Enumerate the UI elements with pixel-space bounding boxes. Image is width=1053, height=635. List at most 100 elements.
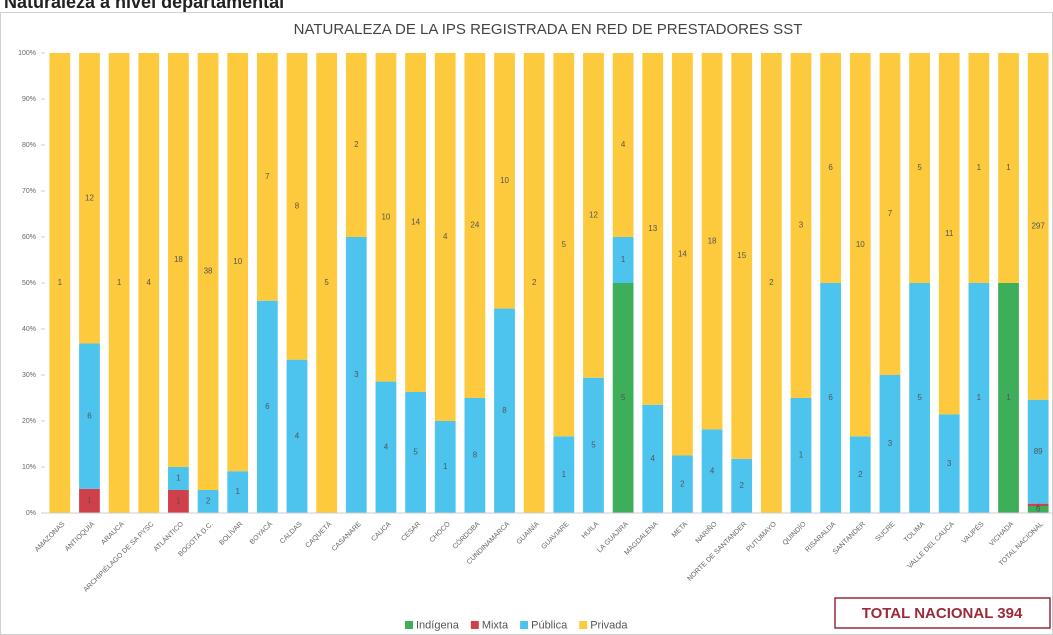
data-label: 6 bbox=[828, 393, 833, 402]
data-label: 1 bbox=[977, 393, 982, 402]
y-tick-label: 70% bbox=[22, 188, 36, 195]
bar-segment bbox=[405, 391, 426, 513]
data-label: 18 bbox=[708, 236, 717, 245]
bar-segment bbox=[1027, 53, 1049, 400]
data-label: 2 bbox=[354, 140, 359, 149]
data-label: 38 bbox=[204, 267, 213, 276]
bar-segment bbox=[108, 53, 130, 513]
data-label: 5 bbox=[413, 448, 418, 457]
data-label: 1 bbox=[235, 487, 240, 496]
data-label: 24 bbox=[470, 221, 479, 230]
bar-segment bbox=[1027, 399, 1049, 504]
bar-segment bbox=[731, 458, 753, 513]
bar-segment bbox=[701, 429, 723, 513]
y-tick-label: 90% bbox=[22, 96, 36, 103]
data-label: 4 bbox=[443, 232, 448, 241]
data-label: 3 bbox=[354, 370, 359, 379]
data-label: 1 bbox=[562, 470, 567, 479]
data-label: 1 bbox=[87, 496, 92, 505]
data-label: 6 bbox=[1036, 505, 1041, 514]
legend-swatch bbox=[405, 621, 413, 629]
bar-segment bbox=[168, 53, 189, 467]
data-label: 3 bbox=[947, 459, 952, 468]
data-label: 3 bbox=[799, 221, 804, 230]
data-label: 297 bbox=[1031, 221, 1045, 230]
data-label: 4 bbox=[147, 278, 152, 287]
data-label: 5 bbox=[917, 393, 922, 402]
bar-segment bbox=[672, 53, 693, 456]
data-label: 5 bbox=[917, 163, 922, 172]
data-label: 12 bbox=[589, 210, 598, 219]
data-label: 1 bbox=[176, 497, 181, 506]
bar-segment bbox=[909, 283, 930, 513]
data-label: 4 bbox=[710, 466, 715, 475]
data-label: 14 bbox=[411, 218, 420, 227]
data-label: 1 bbox=[1006, 163, 1011, 172]
data-label: 10 bbox=[381, 212, 390, 221]
bar-segment bbox=[405, 53, 426, 392]
bar-segment bbox=[731, 53, 753, 459]
bar-segment bbox=[583, 377, 604, 513]
data-label: 14 bbox=[678, 249, 687, 258]
data-label: 5 bbox=[324, 278, 329, 287]
bar-segment bbox=[583, 53, 604, 378]
bar-segment bbox=[938, 53, 960, 415]
data-label: 1 bbox=[443, 462, 448, 471]
data-label: 1 bbox=[977, 163, 982, 172]
bar-segment bbox=[316, 53, 338, 513]
annotation: TOTAL NACIONAL 394 bbox=[862, 605, 1023, 622]
data-label: 10 bbox=[856, 240, 865, 249]
data-label: 2 bbox=[769, 278, 774, 287]
bar-segment bbox=[790, 53, 812, 398]
data-label: 4 bbox=[651, 454, 656, 463]
bar-segment bbox=[612, 283, 634, 513]
bar-segment bbox=[849, 53, 871, 437]
bar-segment bbox=[494, 53, 515, 309]
bar-segment bbox=[197, 490, 219, 513]
bar-segment bbox=[375, 53, 397, 382]
y-tick-label: 40% bbox=[22, 326, 36, 333]
bar-segment bbox=[434, 421, 456, 513]
data-label: 8 bbox=[295, 201, 300, 210]
bar-segment bbox=[79, 488, 100, 513]
bar-segment bbox=[849, 436, 871, 513]
bar-segment bbox=[998, 283, 1019, 513]
data-label: 1 bbox=[621, 255, 626, 264]
bar-segment bbox=[998, 53, 1019, 283]
legend-label: Pública bbox=[531, 619, 568, 631]
bar-segment bbox=[968, 283, 990, 513]
legend-swatch bbox=[579, 621, 588, 629]
data-label: 2 bbox=[1036, 500, 1041, 509]
bar-segment bbox=[286, 359, 308, 513]
bar-segment bbox=[642, 53, 664, 405]
data-label: 10 bbox=[500, 176, 509, 185]
annotation-box bbox=[834, 597, 1051, 629]
data-label: 6 bbox=[265, 402, 270, 411]
data-label: 1 bbox=[1006, 393, 1011, 402]
bar-segment bbox=[168, 490, 189, 513]
bar-segment bbox=[286, 53, 308, 360]
data-label: 1 bbox=[799, 451, 804, 460]
data-label: 2 bbox=[680, 479, 685, 488]
chart-title: NATURALEZA DE LA IPS REGISTRADA EN RED D… bbox=[294, 21, 803, 38]
bar-segment bbox=[168, 467, 189, 490]
data-label: 5 bbox=[591, 440, 596, 449]
data-label: 4 bbox=[621, 140, 626, 149]
bar-segment bbox=[79, 343, 100, 489]
y-tick-label: 0% bbox=[26, 510, 36, 517]
bar-segment bbox=[256, 300, 278, 513]
bar-segment bbox=[701, 53, 723, 430]
y-tick-label: 80% bbox=[22, 142, 36, 149]
bar-segment bbox=[672, 455, 693, 513]
bar-segment bbox=[790, 398, 812, 513]
data-label: 4 bbox=[384, 442, 389, 451]
data-label: 15 bbox=[737, 251, 746, 260]
data-label: 5 bbox=[621, 393, 626, 402]
data-label: 6 bbox=[87, 411, 92, 420]
y-tick-label: 60% bbox=[22, 234, 36, 241]
data-label: 6 bbox=[828, 163, 833, 172]
y-tick-label: 20% bbox=[22, 418, 36, 425]
bar-segment bbox=[227, 471, 249, 513]
bar-segment bbox=[820, 283, 842, 513]
legend-label: Privada bbox=[590, 619, 628, 631]
